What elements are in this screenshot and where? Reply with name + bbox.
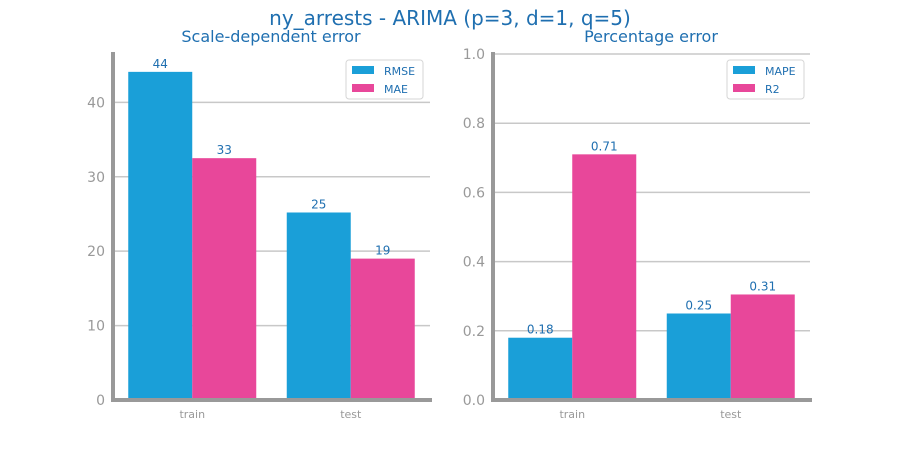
legend-swatch xyxy=(733,84,755,92)
legend-label: MAPE xyxy=(765,65,796,78)
legend-swatch xyxy=(352,66,374,74)
y-tick-label: 30 xyxy=(87,170,105,186)
legend: MAPE R2 xyxy=(726,59,805,100)
x-tick-label: train xyxy=(559,408,585,421)
y-tick-label: 10 xyxy=(87,319,105,335)
data-label: 25 xyxy=(311,197,326,211)
y-tick-label: 20 xyxy=(87,244,105,260)
figure-title: ny_arrests - ARIMA (p=3, d=1, q=5) xyxy=(269,6,631,30)
data-label: 0.31 xyxy=(749,279,776,293)
legend-swatch xyxy=(733,66,755,74)
y-tick-label: 0.4 xyxy=(463,255,485,271)
y-tick-label: 0.0 xyxy=(463,393,485,409)
data-label: 33 xyxy=(217,143,232,157)
data-label: 0.18 xyxy=(527,323,554,337)
legend-label: MAE xyxy=(384,83,408,96)
x-tick-label: test xyxy=(720,408,742,421)
panel-title: Scale-dependent error xyxy=(181,27,361,46)
legend: RMSE MAE xyxy=(345,59,424,100)
bar-rmse-train xyxy=(128,71,193,400)
legend-label: R2 xyxy=(765,83,780,96)
x-tick-label: test xyxy=(340,408,362,421)
bar-r2-train xyxy=(572,154,637,400)
x-tick-label: train xyxy=(179,408,205,421)
bar-mae-test xyxy=(350,258,415,400)
bar-mape-train xyxy=(508,337,573,400)
data-label: 0.25 xyxy=(685,299,712,313)
y-tick-label: 0.8 xyxy=(463,116,485,132)
y-tick-label: 40 xyxy=(87,95,105,111)
y-tick-label: 1.0 xyxy=(463,47,485,63)
legend-label: RMSE xyxy=(384,65,415,78)
panel-title: Percentage error xyxy=(584,27,718,46)
chart-panel-scale-dependent-error: Scale-dependent error 0 10 20 30 40 44 33 train 2… xyxy=(87,27,432,421)
y-tick-label: 0 xyxy=(96,393,105,409)
bar-r2-test xyxy=(730,294,795,400)
data-label: 0.71 xyxy=(591,139,618,153)
chart-panel-percentage-error: Percentage error 0.0 0.2 0.4 0.6 0.8 1.0 0.18 0.… xyxy=(463,27,812,421)
legend-swatch xyxy=(352,84,374,92)
y-tick-label: 0.2 xyxy=(463,324,485,340)
data-label: 44 xyxy=(153,57,168,71)
data-label: 19 xyxy=(375,244,390,258)
y-tick-label: 0.6 xyxy=(463,185,485,201)
bar-mape-test xyxy=(666,313,731,400)
bar-rmse-test xyxy=(286,212,351,400)
bar-mae-train xyxy=(192,158,257,400)
